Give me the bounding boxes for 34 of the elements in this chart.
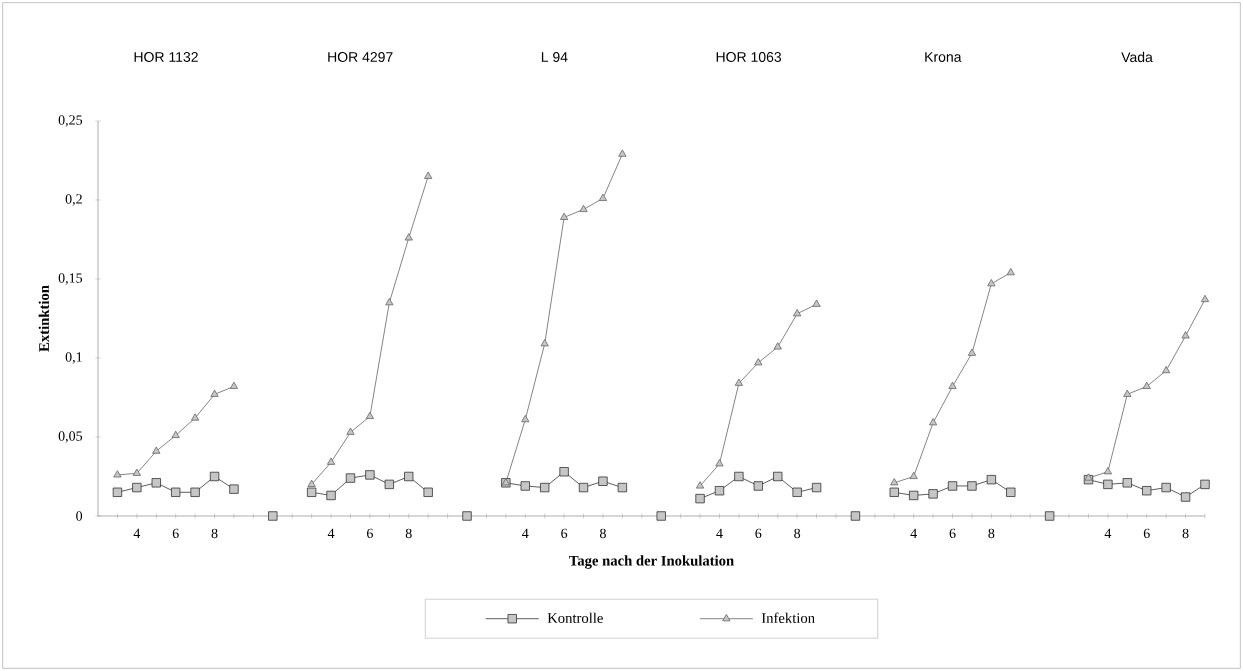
y-tick-label: 0,25: [58, 115, 83, 127]
y-tick-label: 0,1: [65, 352, 82, 364]
x-axis-title: Tage nach der Inokulation: [569, 555, 734, 569]
x-tick-label: 4: [910, 528, 917, 538]
x-tick-label: 6: [367, 528, 373, 539]
text: Vada: [1121, 51, 1153, 63]
y-tick-label: 0: [76, 511, 83, 521]
text: HOR 4297: [328, 52, 393, 62]
y-tick-label: 0,15: [58, 273, 83, 285]
x-tick-label: 8: [599, 528, 606, 539]
text: L 94: [541, 52, 568, 62]
y-tick-label: 0,05: [58, 431, 83, 443]
text: Krona: [925, 52, 962, 62]
text: HOR 1132: [134, 52, 198, 62]
x-tick-label: 4: [133, 528, 141, 538]
legend-label: Infektion: [761, 612, 815, 624]
x-tick-label: 4: [327, 528, 335, 538]
x-tick-label: 8: [794, 528, 801, 539]
x-tick-label: 6: [949, 528, 956, 539]
text: HOR 1063: [716, 52, 782, 62]
x-tick-label: 8: [211, 528, 218, 539]
x-tick-label: 6: [561, 528, 568, 539]
legend-label: Kontrolle: [547, 612, 603, 623]
x-tick-label: 6: [172, 528, 179, 539]
y-axis-title: Extinktion: [38, 285, 49, 352]
x-tick-label: 6: [755, 528, 762, 539]
x-tick-label: 8: [405, 528, 412, 539]
x-tick-label: 6: [1143, 528, 1150, 539]
y-tick-label: 0,2: [65, 194, 82, 206]
x-tick-label: 4: [716, 528, 723, 538]
x-tick-label: 8: [988, 528, 995, 539]
x-tick-label: 8: [1182, 528, 1189, 539]
x-tick-label: 4: [1104, 528, 1112, 538]
x-tick-label: 4: [522, 528, 529, 538]
